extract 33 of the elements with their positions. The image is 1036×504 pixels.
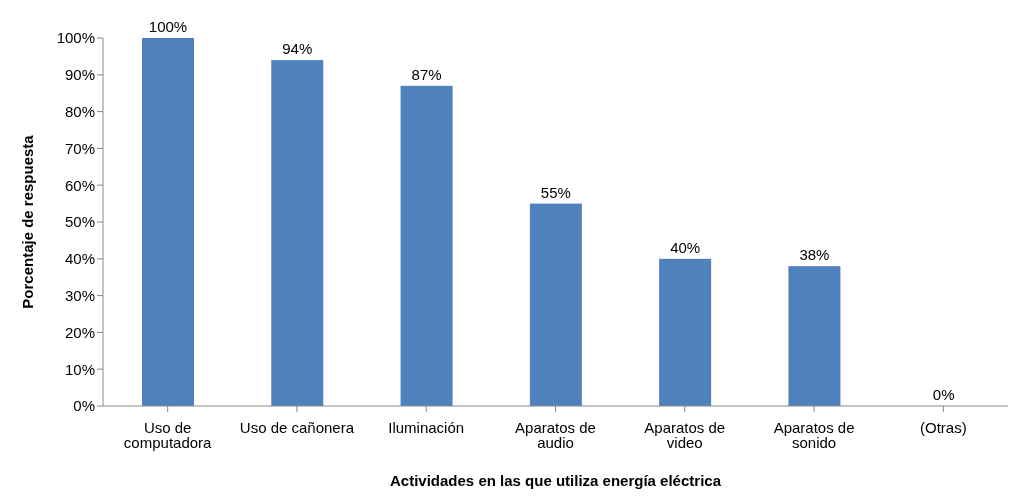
bar bbox=[400, 85, 453, 406]
data-label: 40% bbox=[670, 238, 701, 256]
x-tick-label: Uso de computadora bbox=[123, 418, 213, 451]
data-label: 87% bbox=[411, 65, 442, 83]
x-tick-label: Aparatos de audio bbox=[515, 418, 596, 451]
y-tick-label: 100% bbox=[56, 29, 95, 47]
x-tick-label: Aparatos de video bbox=[644, 418, 726, 451]
data-label: 55% bbox=[540, 183, 571, 201]
y-tick-label: 50% bbox=[64, 213, 95, 231]
bar bbox=[142, 38, 194, 406]
data-label: 94% bbox=[282, 40, 313, 58]
x-tick-label: Iluminación bbox=[388, 418, 465, 436]
y-tick-label: 30% bbox=[64, 286, 95, 304]
y-tick-label: 70% bbox=[64, 139, 95, 157]
bar bbox=[271, 60, 324, 406]
y-tick-label: 20% bbox=[64, 323, 95, 341]
x-tick-label: Aparatos de sonido bbox=[773, 418, 855, 451]
y-axis-title: Porcentaje de respuesta bbox=[19, 134, 37, 309]
bar bbox=[788, 266, 841, 406]
data-label: 100% bbox=[148, 18, 188, 35]
x-tick-label: (Otras) bbox=[920, 418, 967, 436]
y-tick-label: 0% bbox=[73, 397, 95, 415]
y-tick-label: 80% bbox=[64, 102, 95, 120]
data-label: 0% bbox=[932, 386, 955, 403]
data-label: 38% bbox=[799, 246, 830, 264]
y-tick-label: 60% bbox=[64, 176, 95, 194]
y-tick-label: 90% bbox=[64, 66, 95, 84]
bar bbox=[529, 203, 582, 406]
bar bbox=[659, 258, 712, 406]
y-tick-label: 10% bbox=[64, 360, 95, 378]
x-axis-title: Actividades en las que utiliza energía eléctrica bbox=[390, 472, 722, 489]
x-tick-label: Uso de cañonera bbox=[239, 418, 355, 436]
y-tick-label: 40% bbox=[64, 250, 95, 268]
